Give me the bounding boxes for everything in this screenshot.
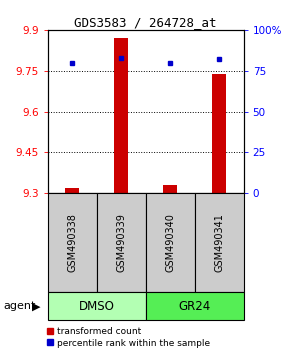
Text: GSM490340: GSM490340 bbox=[165, 213, 175, 272]
Bar bbox=[146, 292, 244, 320]
Text: DMSO: DMSO bbox=[79, 300, 115, 313]
Text: GR24: GR24 bbox=[179, 300, 211, 313]
Text: ▶: ▶ bbox=[32, 301, 41, 311]
Text: agent: agent bbox=[3, 301, 35, 311]
Bar bbox=[66, 188, 79, 193]
Bar bbox=[146, 193, 195, 292]
Bar bbox=[48, 292, 146, 320]
Bar bbox=[97, 193, 146, 292]
Text: GSM490339: GSM490339 bbox=[116, 213, 126, 272]
Bar bbox=[212, 74, 226, 193]
Legend: transformed count, percentile rank within the sample: transformed count, percentile rank withi… bbox=[47, 327, 211, 348]
Bar bbox=[163, 185, 177, 193]
Text: GSM490338: GSM490338 bbox=[67, 213, 77, 272]
Bar bbox=[195, 193, 244, 292]
Title: GDS3583 / 264728_at: GDS3583 / 264728_at bbox=[75, 16, 217, 29]
Bar bbox=[48, 193, 97, 292]
Text: GSM490341: GSM490341 bbox=[214, 213, 224, 272]
Bar bbox=[114, 38, 128, 193]
